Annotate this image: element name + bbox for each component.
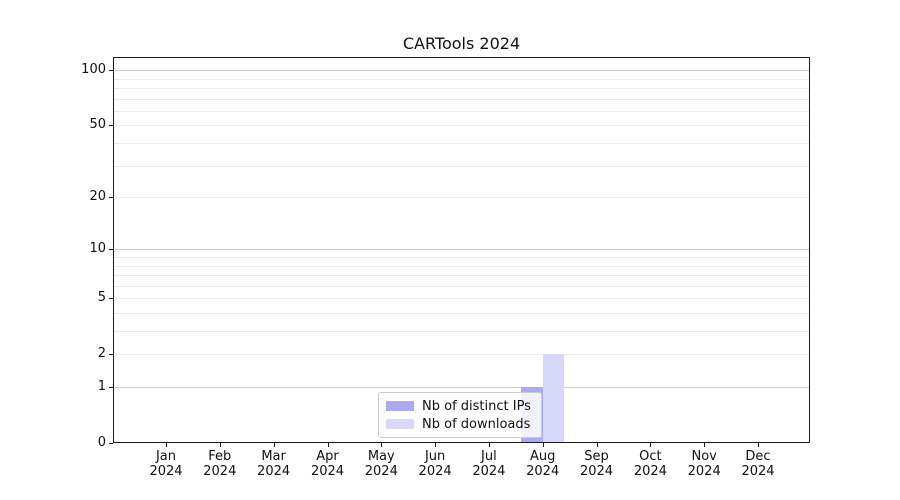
y-gridline-minor: [113, 143, 810, 145]
y-tick-label: 5: [97, 290, 106, 306]
y-gridline-minor: [113, 275, 810, 276]
y-tick-label: 50: [89, 117, 106, 133]
x-tick-month: Jul: [481, 449, 497, 464]
x-tick-label: Feb 2024: [188, 449, 252, 479]
y-tick: [109, 443, 113, 444]
x-tick-label: Mar 2024: [242, 449, 306, 479]
x-tick-year: 2024: [526, 464, 560, 479]
x-tick: [596, 443, 598, 447]
y-tick-label: 100: [81, 62, 106, 78]
y-gridline-major: [113, 70, 810, 72]
y-gridline-major: [113, 249, 810, 251]
y-tick: [109, 249, 113, 251]
x-tick: [273, 443, 275, 447]
y-tick: [109, 125, 113, 127]
x-tick-label: Jan 2024: [134, 449, 198, 479]
x-tick-month: Sep: [584, 449, 609, 464]
legend: Nb of distinct IPs Nb of downloads: [378, 392, 542, 438]
x-tick: [381, 443, 383, 447]
y-gridline-major: [113, 387, 810, 388]
x-tick: [435, 443, 437, 447]
y-tick-label: 1: [97, 379, 106, 394]
y-gridline-minor: [113, 298, 810, 300]
legend-swatch-icon: [386, 419, 414, 429]
legend-label: Nb of distinct IPs: [422, 398, 531, 414]
x-tick: [219, 443, 221, 447]
x-tick-month: Oct: [639, 449, 662, 464]
x-tick-year: 2024: [418, 464, 452, 479]
x-tick-year: 2024: [633, 464, 667, 479]
y-gridline-minor: [113, 285, 810, 287]
legend-swatch-icon: [386, 401, 414, 411]
y-gridline-minor: [113, 78, 810, 80]
x-tick-label: Nov 2024: [672, 449, 736, 479]
y-gridline-minor: [113, 197, 810, 199]
plot-area: [113, 57, 810, 443]
y-tick-label: 0: [97, 435, 106, 450]
x-tick-label: Dec 2024: [726, 449, 790, 479]
y-tick-label: 10: [89, 241, 106, 257]
y-gridline-minor: [113, 111, 810, 112]
x-tick-year: 2024: [472, 464, 506, 479]
x-tick-month: May: [367, 449, 395, 464]
x-tick: [327, 443, 329, 447]
x-tick-month: Aug: [529, 449, 556, 464]
y-tick: [109, 354, 113, 356]
y-gridline-minor: [113, 257, 810, 258]
x-tick-month: Mar: [261, 449, 286, 464]
x-tick-month: Jun: [424, 449, 446, 464]
y-tick: [109, 387, 113, 388]
y-tick: [109, 298, 113, 300]
chart-title: CARTools 2024: [402, 34, 521, 53]
x-tick-label: Sep 2024: [565, 449, 629, 479]
y-gridline-minor: [113, 331, 810, 332]
x-tick-year: 2024: [579, 464, 614, 479]
x-tick-year: 2024: [149, 464, 183, 479]
x-tick: [166, 443, 167, 447]
x-tick: [488, 443, 490, 447]
x-tick: [542, 443, 544, 447]
x-tick-year: 2024: [257, 464, 291, 479]
y-gridline-minor: [113, 98, 810, 100]
x-tick-month: Apr: [316, 449, 339, 464]
y-gridline-minor: [113, 354, 810, 356]
x-tick-month: Jan: [155, 449, 177, 464]
y-gridline-minor: [113, 165, 810, 167]
legend-row: Nb of distinct IPs: [386, 399, 541, 414]
y-tick: [109, 197, 113, 199]
y-gridline-minor: [113, 125, 810, 127]
x-tick-month: Nov: [691, 449, 717, 464]
x-tick-label: May 2024: [349, 449, 413, 479]
x-tick-year: 2024: [203, 464, 237, 479]
x-tick-year: 2024: [741, 464, 775, 479]
y-gridline-minor: [113, 265, 810, 267]
x-tick-year: 2024: [310, 464, 345, 479]
y-tick: [109, 70, 113, 72]
x-tick: [650, 443, 652, 447]
y-tick-label: 2: [97, 346, 106, 362]
y-gridline-minor: [113, 88, 810, 90]
x-tick: [704, 443, 706, 447]
x-tick-month: Feb: [208, 449, 232, 464]
legend-label: Nb of downloads: [422, 416, 531, 432]
y-tick-label: 20: [89, 189, 106, 205]
x-tick-label: Jun 2024: [403, 449, 467, 479]
x-tick: [758, 443, 759, 447]
bar-nb-of-downloads: [542, 354, 565, 443]
x-tick-label: Aug 2024: [511, 449, 575, 479]
x-tick-year: 2024: [687, 464, 721, 479]
x-tick-year: 2024: [364, 464, 398, 479]
x-tick-label: Oct 2024: [618, 449, 682, 479]
x-tick-label: Apr 2024: [296, 449, 360, 479]
x-tick-label: Jul 2024: [457, 449, 521, 479]
legend-row: Nb of downloads: [386, 417, 541, 432]
y-gridline-minor: [113, 313, 810, 314]
x-tick-month: Dec: [745, 449, 771, 464]
